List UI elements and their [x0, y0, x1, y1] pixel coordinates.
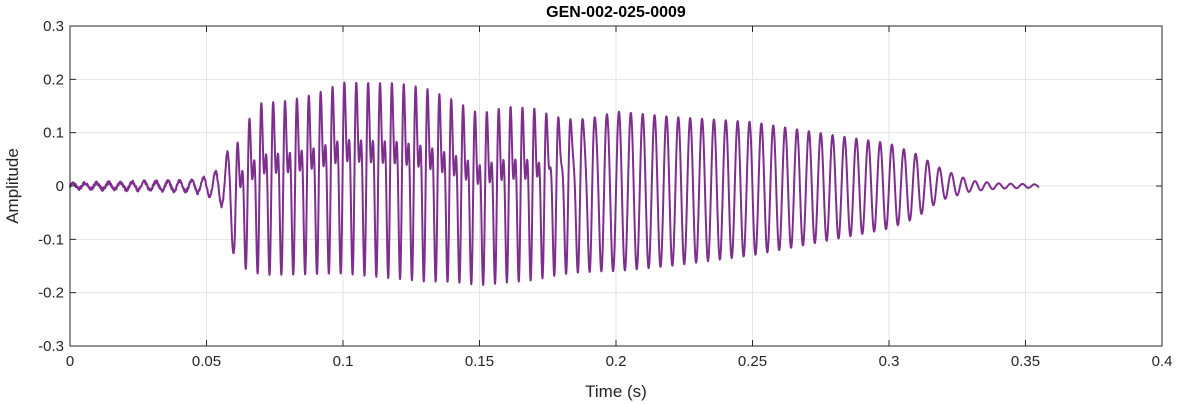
x-tick-label: 0.1 — [333, 353, 354, 370]
y-axis-ticks: -0.3 -0.2 -0.1 0 0.1 0.2 0.3 — [38, 18, 1162, 355]
x-axis-ticks: 0 0.05 0.1 0.15 0.2 0.25 0.3 0.35 0.4 — [66, 26, 1173, 370]
y-tick-label: -0.3 — [38, 338, 64, 355]
y-tick-label: 0.3 — [43, 18, 64, 35]
x-axis-label: Time (s) — [585, 382, 647, 401]
y-axis-label: Amplitude — [3, 148, 22, 224]
y-tick-label: 0.1 — [43, 125, 64, 142]
y-tick-label: 0 — [56, 178, 64, 195]
x-tick-label: 0.15 — [465, 353, 494, 370]
x-tick-label: 0.05 — [192, 353, 221, 370]
signal-series — [69, 81, 1040, 286]
series-line — [69, 81, 1040, 286]
y-tick-label: -0.2 — [38, 285, 64, 302]
x-tick-label: 0.3 — [879, 353, 900, 370]
chart-title: GEN-002-025-0009 — [546, 4, 686, 21]
y-tick-label: 0.2 — [43, 71, 64, 88]
x-tick-label: 0 — [66, 353, 74, 370]
x-tick-label: 0.4 — [1152, 353, 1173, 370]
x-tick-label: 0.2 — [606, 353, 627, 370]
y-tick-label: -0.1 — [38, 231, 64, 248]
x-tick-label: 0.25 — [738, 353, 767, 370]
x-tick-label: 0.35 — [1011, 353, 1040, 370]
